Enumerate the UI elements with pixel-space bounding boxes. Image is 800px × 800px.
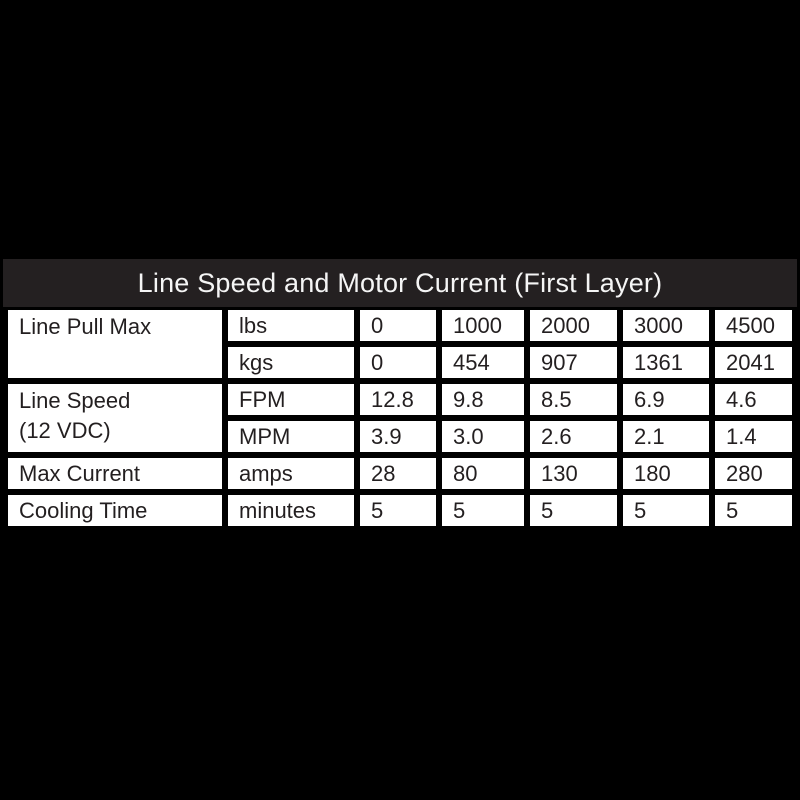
value-cell: 0 — [360, 347, 436, 378]
value-cell: 1361 — [623, 347, 709, 378]
row-label-text-line1: Line Speed — [19, 388, 131, 413]
value-cell: 5 — [715, 495, 792, 526]
row-label-max-current: Max Current — [8, 458, 222, 489]
value-cell: 2041 — [715, 347, 792, 378]
unit-cell-mpm: MPM — [228, 421, 354, 452]
row-label-line-pull-max: Line Pull Max — [8, 310, 222, 378]
value-cell: 9.8 — [442, 384, 524, 415]
value-cell: 180 — [623, 458, 709, 489]
value-cell: 5 — [360, 495, 436, 526]
value-cell: 130 — [530, 458, 617, 489]
unit-cell-fpm: FPM — [228, 384, 354, 415]
row-label-text: Line Pull Max — [19, 314, 152, 339]
value-cell: 5 — [530, 495, 617, 526]
table-title-band: Line Speed and Motor Current (First Laye… — [3, 259, 797, 307]
unit-cell-lbs: lbs — [228, 310, 354, 341]
value-cell: 3000 — [623, 310, 709, 341]
value-cell: 2000 — [530, 310, 617, 341]
value-cell: 2.6 — [530, 421, 617, 452]
value-cell: 5 — [623, 495, 709, 526]
value-cell: 907 — [530, 347, 617, 378]
table-grid: Line Pull Max lbs 0 1000 2000 3000 4500 … — [3, 307, 797, 532]
value-cell: 1000 — [442, 310, 524, 341]
value-cell: 28 — [360, 458, 436, 489]
value-cell: 80 — [442, 458, 524, 489]
unit-cell-amps: amps — [228, 458, 354, 489]
value-cell: 12.8 — [360, 384, 436, 415]
value-cell: 454 — [442, 347, 524, 378]
value-cell: 5 — [442, 495, 524, 526]
value-cell: 1.4 — [715, 421, 792, 452]
value-cell: 280 — [715, 458, 792, 489]
row-label-text-line2: (12 VDC) — [19, 418, 111, 443]
unit-cell-minutes: minutes — [228, 495, 354, 526]
value-cell: 8.5 — [530, 384, 617, 415]
value-cell: 3.9 — [360, 421, 436, 452]
row-label-line-speed: Line Speed (12 VDC) — [8, 384, 222, 452]
table-title: Line Speed and Motor Current (First Laye… — [137, 267, 663, 298]
value-cell: 4.6 — [715, 384, 792, 415]
value-cell: 0 — [360, 310, 436, 341]
value-cell: 6.9 — [623, 384, 709, 415]
value-cell: 2.1 — [623, 421, 709, 452]
value-cell: 4500 — [715, 310, 792, 341]
row-label-cooling-time: Cooling Time — [8, 495, 222, 526]
value-cell: 3.0 — [442, 421, 524, 452]
spec-table: Line Speed and Motor Current (First Laye… — [3, 259, 797, 532]
unit-cell-kgs: kgs — [228, 347, 354, 378]
